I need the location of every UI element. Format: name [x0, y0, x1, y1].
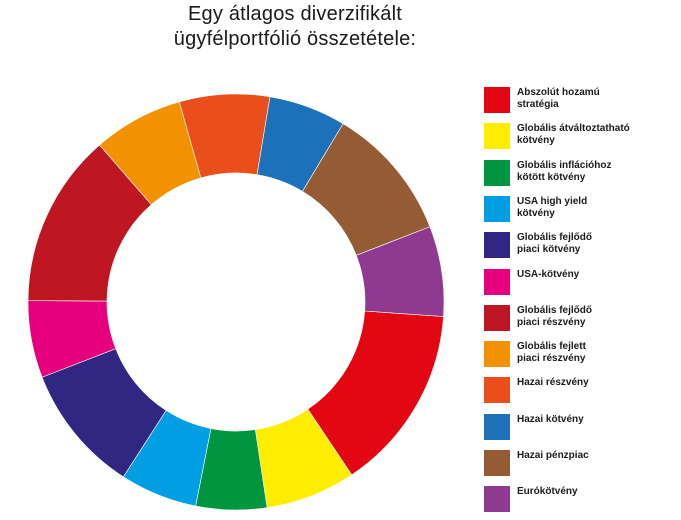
title-line-1: Egy átlagos diverzifikált — [188, 3, 402, 25]
legend-label-line-2: piaci részvény — [517, 316, 586, 328]
legend-label-line-2: piaci kötvény — [517, 244, 581, 256]
legend-label-line-1: Hazai kötvény — [517, 413, 584, 425]
legend-label: Abszolút hozamú stratégia — [517, 87, 677, 111]
legend-swatch — [484, 341, 510, 368]
legend-label-line-2: piaci részvény — [517, 353, 586, 365]
legend-swatch — [484, 486, 510, 513]
legend-swatch — [484, 87, 510, 113]
legend-label: Globális inflációhoz kötött kötvény — [517, 160, 677, 184]
legend-label-line-1: Globális átváltoztatható — [517, 123, 630, 135]
legend-label: Globális fejlett piaci részvény — [517, 341, 677, 365]
title-line-2: ügyfélportfólió összetétele: — [173, 28, 417, 50]
legend-label-line-2: kötött kötvény — [517, 171, 586, 183]
legend-swatch — [484, 450, 510, 476]
legend-label: Eurókötvény — [517, 486, 677, 498]
legend-label-line-1: Globális fejlődő — [517, 232, 593, 244]
legend-swatch — [484, 304, 510, 331]
legend-swatch — [484, 159, 510, 186]
legend-label-line-1: Hazai pénzpiac — [517, 450, 589, 461]
legend-label-line-1: Globális fejlett — [517, 341, 586, 353]
chart-title: Egy átlagos diverzifikált ügyfélportfóli… — [150, 2, 440, 52]
legend-label: Globális fejlődő piaci kötvény — [517, 232, 677, 256]
legend-label: USA high yield kötvény — [517, 196, 677, 220]
legend-label-line-1: Globális fejlődő — [517, 304, 593, 316]
legend-label-line-1: Abszolút hozamú — [517, 87, 600, 98]
legend-label-line-2: kötvény — [517, 207, 555, 219]
legend-label: Globális fejlődő piaci részvény — [517, 305, 677, 329]
legend-label: Globális átváltoztatható kötvény — [517, 123, 677, 147]
legend-swatch — [484, 268, 510, 295]
legend-label-line-1: USA high yield — [517, 195, 588, 207]
legend-label: USA-kötvény — [517, 269, 677, 281]
legend-swatch — [484, 123, 510, 150]
legend-label-line-2: kötvény — [517, 135, 555, 147]
legend-label-line-1: Eurókötvény — [517, 486, 578, 498]
legend-label: Hazai kötvény — [517, 414, 677, 426]
legend-label-line-2: stratégia — [517, 99, 559, 110]
legend-label: Hazai részvény — [517, 377, 677, 389]
legend-swatch — [484, 195, 510, 222]
legend-label-line-1: USA-kötvény — [517, 268, 580, 280]
legend-label: Hazai pénzpiac — [517, 450, 677, 462]
legend-label-line-1: Globális inflációhoz — [517, 159, 612, 171]
legend-label-line-1: Hazai részvény — [517, 377, 589, 389]
legend-swatch — [484, 377, 510, 404]
legend-swatch — [484, 232, 510, 259]
legend-swatch — [484, 413, 510, 440]
donut-slice-12 — [355, 226, 445, 317]
